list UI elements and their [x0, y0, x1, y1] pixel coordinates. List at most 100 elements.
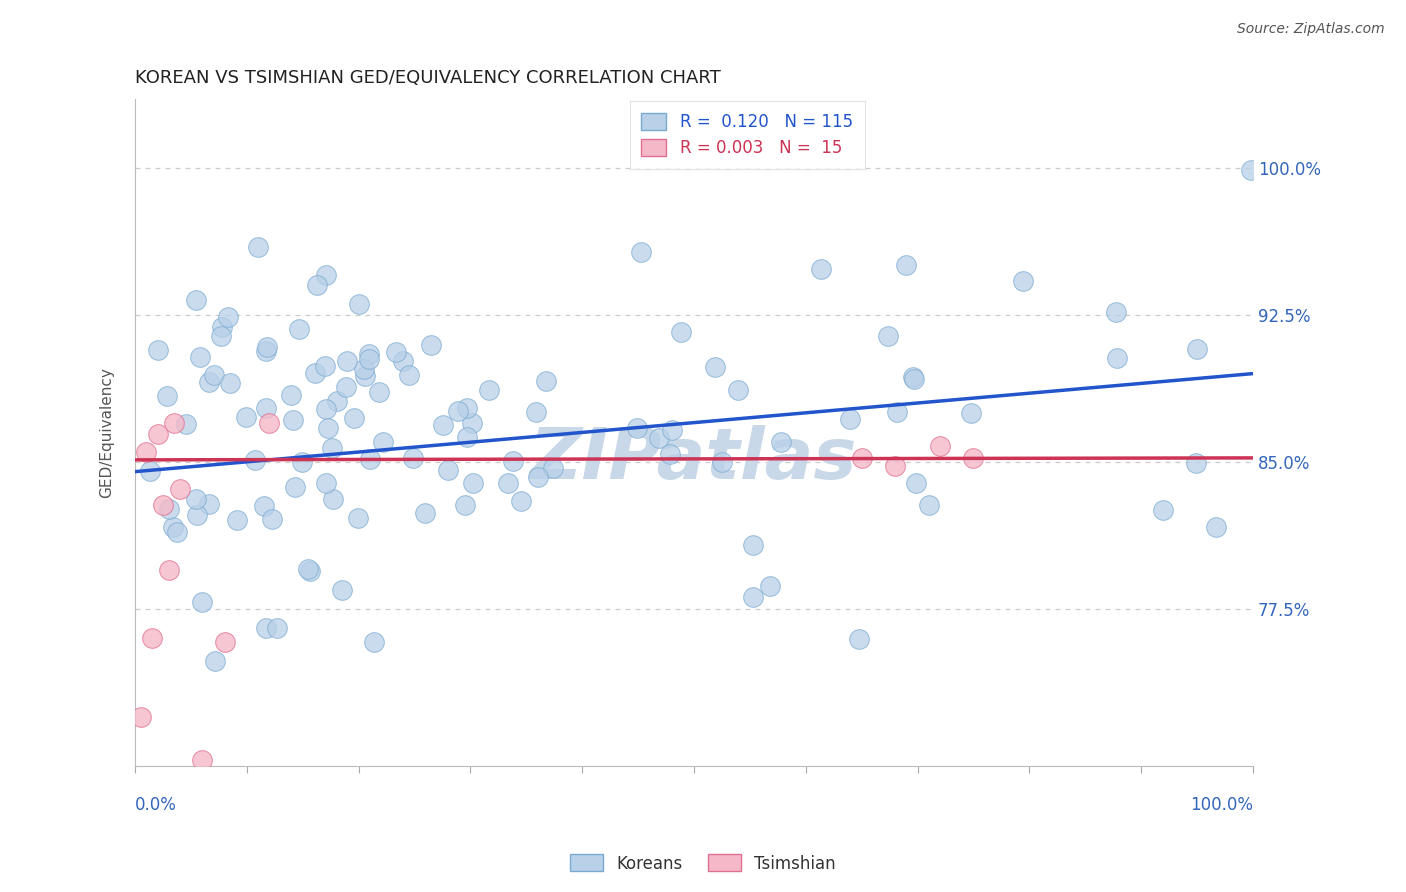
Point	[219, 376, 242, 390]
Point	[896, 258, 918, 272]
Point	[359, 452, 381, 467]
Point	[456, 401, 478, 416]
Text: 0.0%: 0.0%	[135, 796, 177, 814]
Point	[727, 384, 749, 398]
Point	[184, 491, 207, 506]
Point	[326, 394, 349, 409]
Text: 100.0%: 100.0%	[1189, 796, 1253, 814]
Point	[297, 562, 319, 576]
Point	[1152, 503, 1174, 517]
Point	[146, 343, 169, 357]
Point	[884, 458, 907, 473]
Point	[877, 328, 900, 343]
Y-axis label: GED/Equivalency: GED/Equivalency	[100, 367, 114, 498]
Point	[315, 268, 337, 282]
Text: ZIPatlas: ZIPatlas	[530, 425, 858, 493]
Point	[315, 476, 337, 491]
Point	[162, 520, 184, 534]
Point	[903, 372, 925, 386]
Point	[166, 525, 188, 540]
Point	[281, 412, 304, 426]
Point	[288, 322, 311, 336]
Point	[398, 368, 420, 383]
Point	[960, 406, 983, 420]
Point	[157, 502, 180, 516]
Point	[1239, 162, 1261, 177]
Point	[280, 388, 302, 402]
Point	[291, 454, 314, 468]
Point	[253, 499, 276, 513]
Point	[335, 380, 357, 394]
Point	[384, 344, 406, 359]
Point	[186, 508, 208, 523]
Point	[1205, 520, 1227, 534]
Point	[169, 483, 191, 497]
Point	[322, 492, 344, 507]
Point	[226, 513, 249, 527]
Point	[259, 416, 281, 430]
Point	[330, 583, 353, 598]
Point	[363, 635, 385, 649]
Point	[658, 447, 681, 461]
Point	[209, 329, 232, 343]
Point	[901, 370, 924, 384]
Point	[478, 383, 501, 397]
Point	[368, 385, 391, 400]
Point	[298, 564, 321, 578]
Point	[321, 441, 343, 455]
Point	[152, 498, 174, 512]
Point	[235, 410, 257, 425]
Point	[1011, 274, 1033, 288]
Point	[711, 455, 734, 469]
Point	[256, 340, 278, 354]
Point	[838, 412, 860, 426]
Point	[254, 401, 277, 416]
Point	[742, 538, 765, 552]
Point	[769, 434, 792, 449]
Point	[391, 353, 413, 368]
Point	[254, 621, 277, 635]
Text: Source: ZipAtlas.com: Source: ZipAtlas.com	[1237, 22, 1385, 37]
Point	[141, 632, 163, 646]
Point	[139, 464, 162, 478]
Point	[704, 359, 727, 374]
Point	[810, 261, 832, 276]
Point	[536, 374, 558, 388]
Point	[202, 368, 225, 383]
Point	[163, 416, 186, 430]
Point	[176, 417, 198, 431]
Point	[759, 579, 782, 593]
Point	[316, 421, 339, 435]
Point	[314, 359, 336, 373]
Point	[347, 297, 370, 311]
Point	[191, 595, 214, 609]
Point	[198, 497, 221, 511]
Point	[962, 450, 984, 465]
Point	[741, 591, 763, 605]
Point	[135, 445, 157, 459]
Point	[415, 506, 437, 520]
Point	[198, 375, 221, 389]
Point	[648, 431, 671, 445]
Point	[917, 498, 939, 512]
Point	[188, 351, 211, 365]
Point	[254, 343, 277, 358]
Point	[1104, 305, 1126, 319]
Point	[526, 405, 548, 419]
Point	[211, 320, 233, 334]
Point	[354, 368, 377, 383]
Point	[541, 461, 564, 475]
Point	[456, 430, 478, 444]
Point	[246, 240, 269, 254]
Point	[359, 347, 381, 361]
Point	[461, 416, 484, 430]
Point	[262, 512, 284, 526]
Point	[848, 632, 870, 646]
Point	[353, 362, 375, 376]
Point	[243, 453, 266, 467]
Point	[905, 475, 928, 490]
Point	[851, 450, 873, 465]
Point	[626, 421, 648, 435]
Point	[671, 326, 693, 340]
Point	[335, 354, 357, 368]
